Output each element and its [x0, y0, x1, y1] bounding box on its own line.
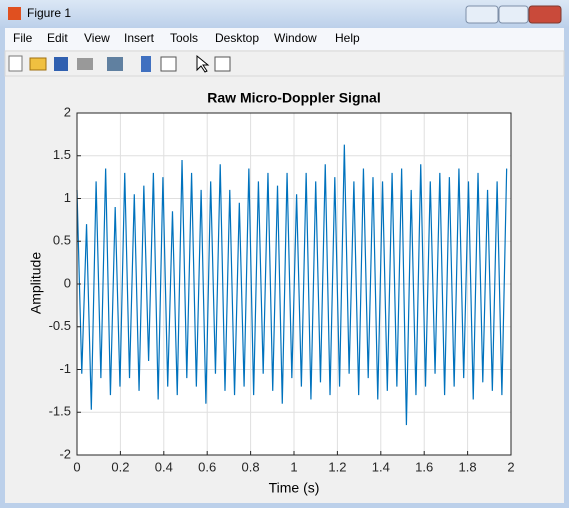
x-tick-label: 1.6 — [415, 459, 433, 474]
toolbar — [4, 50, 565, 77]
y-tick-label: -0.5 — [49, 318, 71, 333]
y-axis-label: Amplitude — [28, 252, 44, 314]
menu-item[interactable]: Insert — [124, 31, 155, 45]
x-axis-label: Time (s) — [269, 480, 320, 496]
menu-item[interactable]: Tools — [170, 31, 198, 45]
link-icon[interactable] — [107, 57, 123, 71]
menu-item[interactable]: View — [84, 31, 110, 45]
print-icon[interactable] — [77, 58, 93, 70]
pointer-icon[interactable] — [196, 54, 210, 73]
open-icon[interactable] — [29, 57, 47, 71]
menu-item[interactable]: Desktop — [215, 31, 259, 45]
y-tick-label: 0.5 — [53, 233, 71, 248]
save-icon[interactable] — [54, 57, 68, 71]
menu-item[interactable]: File — [13, 31, 33, 45]
y-tick-label: 1.5 — [53, 147, 71, 162]
x-tick-label: 2 — [507, 459, 514, 474]
chart-title: Raw Micro-Doppler Signal — [207, 90, 380, 106]
x-tick-label: 1.2 — [328, 459, 346, 474]
menu-item[interactable]: Edit — [47, 31, 68, 45]
legend-icon[interactable] — [160, 56, 177, 72]
x-tick-label: 0.4 — [155, 459, 173, 474]
menu-item[interactable]: Help — [335, 31, 360, 45]
x-tick-label: 0.2 — [111, 459, 129, 474]
y-tick-label: 0 — [64, 275, 71, 290]
x-tick-label: 1.8 — [459, 459, 477, 474]
signal-line — [76, 144, 508, 426]
toolbar-icons — [8, 54, 231, 73]
x-tick-label: 0 — [73, 459, 80, 474]
y-tick-label: 2 — [64, 104, 71, 119]
colorbar-icon[interactable] — [141, 56, 151, 72]
app-icon — [8, 7, 21, 20]
y-tick-label: -1.5 — [49, 404, 71, 419]
y-tick-label: 1 — [64, 190, 71, 205]
x-tick-label: 1 — [290, 459, 297, 474]
y-tick-label: -1 — [59, 361, 71, 376]
x-tick-label: 0.6 — [198, 459, 216, 474]
x-tick-label: 1.4 — [372, 459, 390, 474]
minimize-button[interactable] — [465, 5, 499, 24]
property-icon[interactable] — [214, 56, 231, 72]
window-title: Figure 1 — [27, 6, 71, 20]
maximize-button[interactable] — [498, 5, 529, 24]
new-icon[interactable] — [8, 55, 23, 72]
x-tick-label: 0.8 — [242, 459, 260, 474]
menu-bar — [5, 28, 564, 50]
menu-item[interactable]: Window — [274, 31, 317, 45]
y-tick-label: -2 — [59, 446, 71, 461]
close-button[interactable] — [528, 5, 562, 24]
